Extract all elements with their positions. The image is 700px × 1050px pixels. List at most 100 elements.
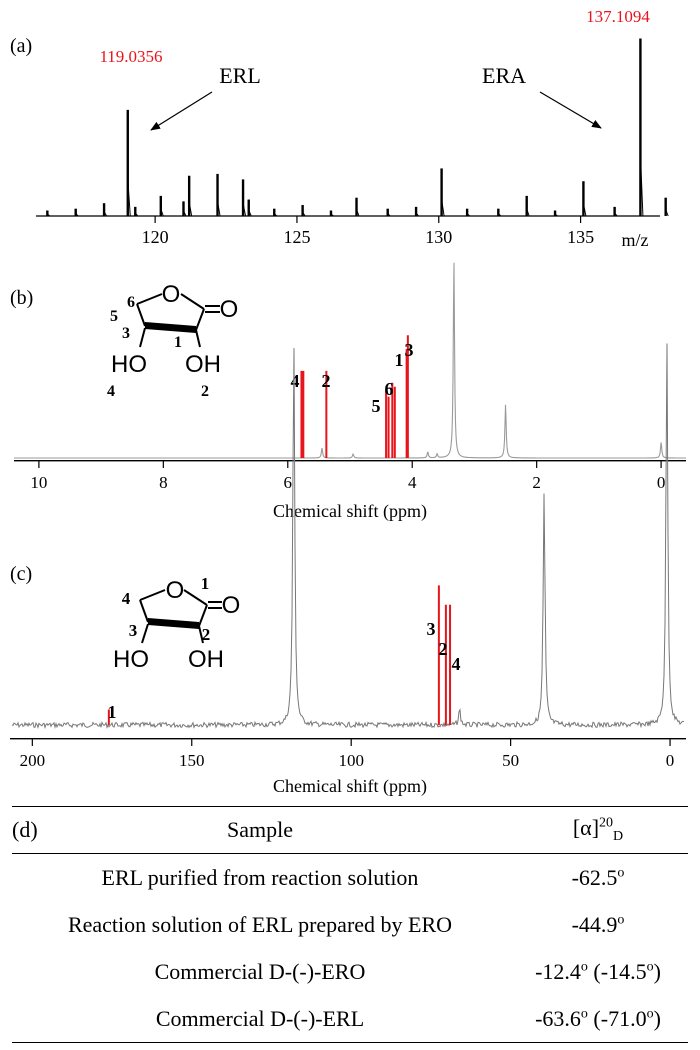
panel-b-tag: (b) <box>10 287 33 309</box>
row-value: -62.5o <box>508 865 688 891</box>
h-nmr-tick-label: 2 <box>532 473 541 492</box>
h-nmr-panel: (b) 10 8 6 4 2 0 Chemical shift (ppm) 4 2 5 6… <box>10 262 686 522</box>
header-rotation-sup: 20 <box>599 815 614 831</box>
mol-c-ring-o: O <box>166 577 185 604</box>
ms-peak-shoulder <box>160 208 164 217</box>
h-nmr-axis <box>14 460 686 462</box>
table-header-row: (d) Sample [α]20D <box>12 807 688 854</box>
ms-peak-shoulder <box>242 203 247 217</box>
c-nmr-tick-label: 50 <box>502 751 519 770</box>
header-rotation-sub: D <box>613 829 624 845</box>
row-value-num: -12.4 <box>535 958 581 984</box>
peak-label-137: 137.1094 <box>586 7 650 26</box>
ms-peak-shoulder <box>582 203 587 217</box>
mol-b-num-5: 5 <box>110 308 118 325</box>
molecule-structure-c: O O HO OH 4 1 3 2 <box>113 574 240 673</box>
mol-b-ho: HO <box>111 351 147 378</box>
mol-b-num-4: 4 <box>107 383 115 400</box>
h-nmr-tick-label: 6 <box>284 473 293 492</box>
panel-d-tag: (d) <box>12 817 38 842</box>
optical-rotation-table: (d) Sample [α]20D ERL purified from reac… <box>12 806 688 1043</box>
molecule-structure-b: O O HO OH 5 6 3 1 4 2 <box>107 281 238 400</box>
h-peak-label-3: 3 <box>405 340 414 360</box>
ms-peak-shoulder <box>188 201 193 217</box>
mol-c-oh: OH <box>188 646 224 673</box>
mass-spectrum-panel: (a) 120 125 130 135 m/z 119.0356 137.1094 E… <box>10 7 669 250</box>
row-value: -63.6o (-71.0o) <box>508 1006 688 1032</box>
panel-a-tag: (a) <box>10 35 32 57</box>
h-nmr-spectrum <box>14 262 686 459</box>
row-sample: Reaction solution of ERL prepared by ERO <box>67 911 453 937</box>
row-value-num: -63.6 <box>535 1005 581 1031</box>
c-nmr-x-ticks: 200 150 100 50 0 <box>20 739 675 770</box>
ms-x-ticks: 120 125 130 135 <box>142 216 594 247</box>
mol-c-ho: HO <box>113 646 149 673</box>
c-nmr-tick-label: 100 <box>338 751 364 770</box>
mol-b-num-6: 6 <box>127 294 135 311</box>
ms-peak-shoulder <box>665 209 669 217</box>
h-nmr-x-ticks: 10 8 6 4 2 0 <box>30 461 665 492</box>
row-value: -44.9o <box>508 912 688 938</box>
ms-tick-label: 125 <box>283 227 310 247</box>
h-nmr-tick-label: 4 <box>408 473 417 492</box>
h-peak-label-1: 1 <box>395 350 404 370</box>
mol-c-num-2: 2 <box>202 625 211 644</box>
header-rotation: [α]20D <box>508 815 688 845</box>
ms-peak-shoulder <box>526 208 530 217</box>
peak-label-119: 119.0356 <box>99 47 162 66</box>
row-value-lit-close: ) <box>653 958 661 984</box>
degree-mark: o <box>580 959 588 975</box>
table-bottom-rule <box>12 1042 688 1043</box>
degree-mark: o <box>617 865 625 881</box>
c-peak-label-1: 1 <box>108 702 117 722</box>
table-row: Commercial D-(-)-ERL -63.6o (-71.0o) <box>12 995 688 1042</box>
header-sample: Sample <box>227 817 293 842</box>
era-arrow <box>539 91 602 129</box>
h-peak-label-2: 2 <box>322 371 331 391</box>
h-nmr-baseline-trace <box>14 262 686 459</box>
degree-mark: o <box>580 1006 588 1022</box>
mol-b-num-2: 2 <box>201 383 209 400</box>
mol-c-num-1: 1 <box>201 574 210 593</box>
c-nmr-peak-labels: 1 3 2 4 <box>108 619 461 722</box>
ms-peak-shoulder <box>127 178 131 217</box>
degree-mark: o <box>646 959 654 975</box>
ms-peak-shoulder <box>103 211 108 217</box>
c-nmr-tick-label: 150 <box>179 751 205 770</box>
c-nmr-x-label: Chemical shift (ppm) <box>273 776 427 797</box>
row-value-num: -44.9 <box>571 911 618 937</box>
panel-c-tag: (c) <box>10 563 32 585</box>
h-nmr-peak-labels: 4 2 5 6 1 3 <box>291 340 414 416</box>
table-row: Commercial D-(-)-ERO -12.4o (-14.5o) <box>12 948 688 995</box>
h-nmr-tick-label: 10 <box>30 473 47 492</box>
ms-tick-label: 135 <box>567 227 594 247</box>
erl-label: ERL <box>219 63 261 88</box>
header-rotation-main: [α] <box>572 814 600 840</box>
row-sample: Commercial D-(-)-ERO <box>154 958 366 984</box>
ms-peak-shoulder <box>639 153 644 217</box>
h-nmr-tick-label: 8 <box>159 473 168 492</box>
row-value-lit: (-14.5 <box>587 958 647 984</box>
ms-peak-shoulder <box>248 210 252 217</box>
c-peak-label-2: 2 <box>439 639 448 659</box>
ms-peak-shoulder <box>302 211 306 217</box>
spectra-figure: (a) 120 125 130 135 m/z 119.0356 137.1094 E… <box>10 7 686 797</box>
c-nmr-spectrum <box>11 343 685 730</box>
row-value: -12.4o (-14.5o) <box>508 959 688 985</box>
mol-c-num-4: 4 <box>122 589 131 608</box>
mol-b-ring-o: O <box>162 281 181 308</box>
c-peak-label-4: 4 <box>452 654 461 674</box>
c-nmr-baseline-trace <box>11 343 685 730</box>
c-nmr-panel: (c) 200 150 100 50 0 Chemical shift (ppm) 1 … <box>10 343 686 797</box>
h-peak-label-4: 4 <box>291 371 300 391</box>
mol-c-num-3: 3 <box>129 621 138 640</box>
ms-peak-shoulder <box>356 209 360 217</box>
ms-peak-shoulder <box>183 210 187 217</box>
c-nmr-tick-label: 0 <box>666 751 675 770</box>
degree-mark: o <box>646 1006 654 1022</box>
ms-peaks <box>46 38 669 217</box>
h-nmr-tick-label: 0 <box>657 473 666 492</box>
ms-x-label: m/z <box>622 230 649 250</box>
h-peak-label-6: 6 <box>385 379 394 399</box>
c-nmr-axis <box>10 738 686 740</box>
